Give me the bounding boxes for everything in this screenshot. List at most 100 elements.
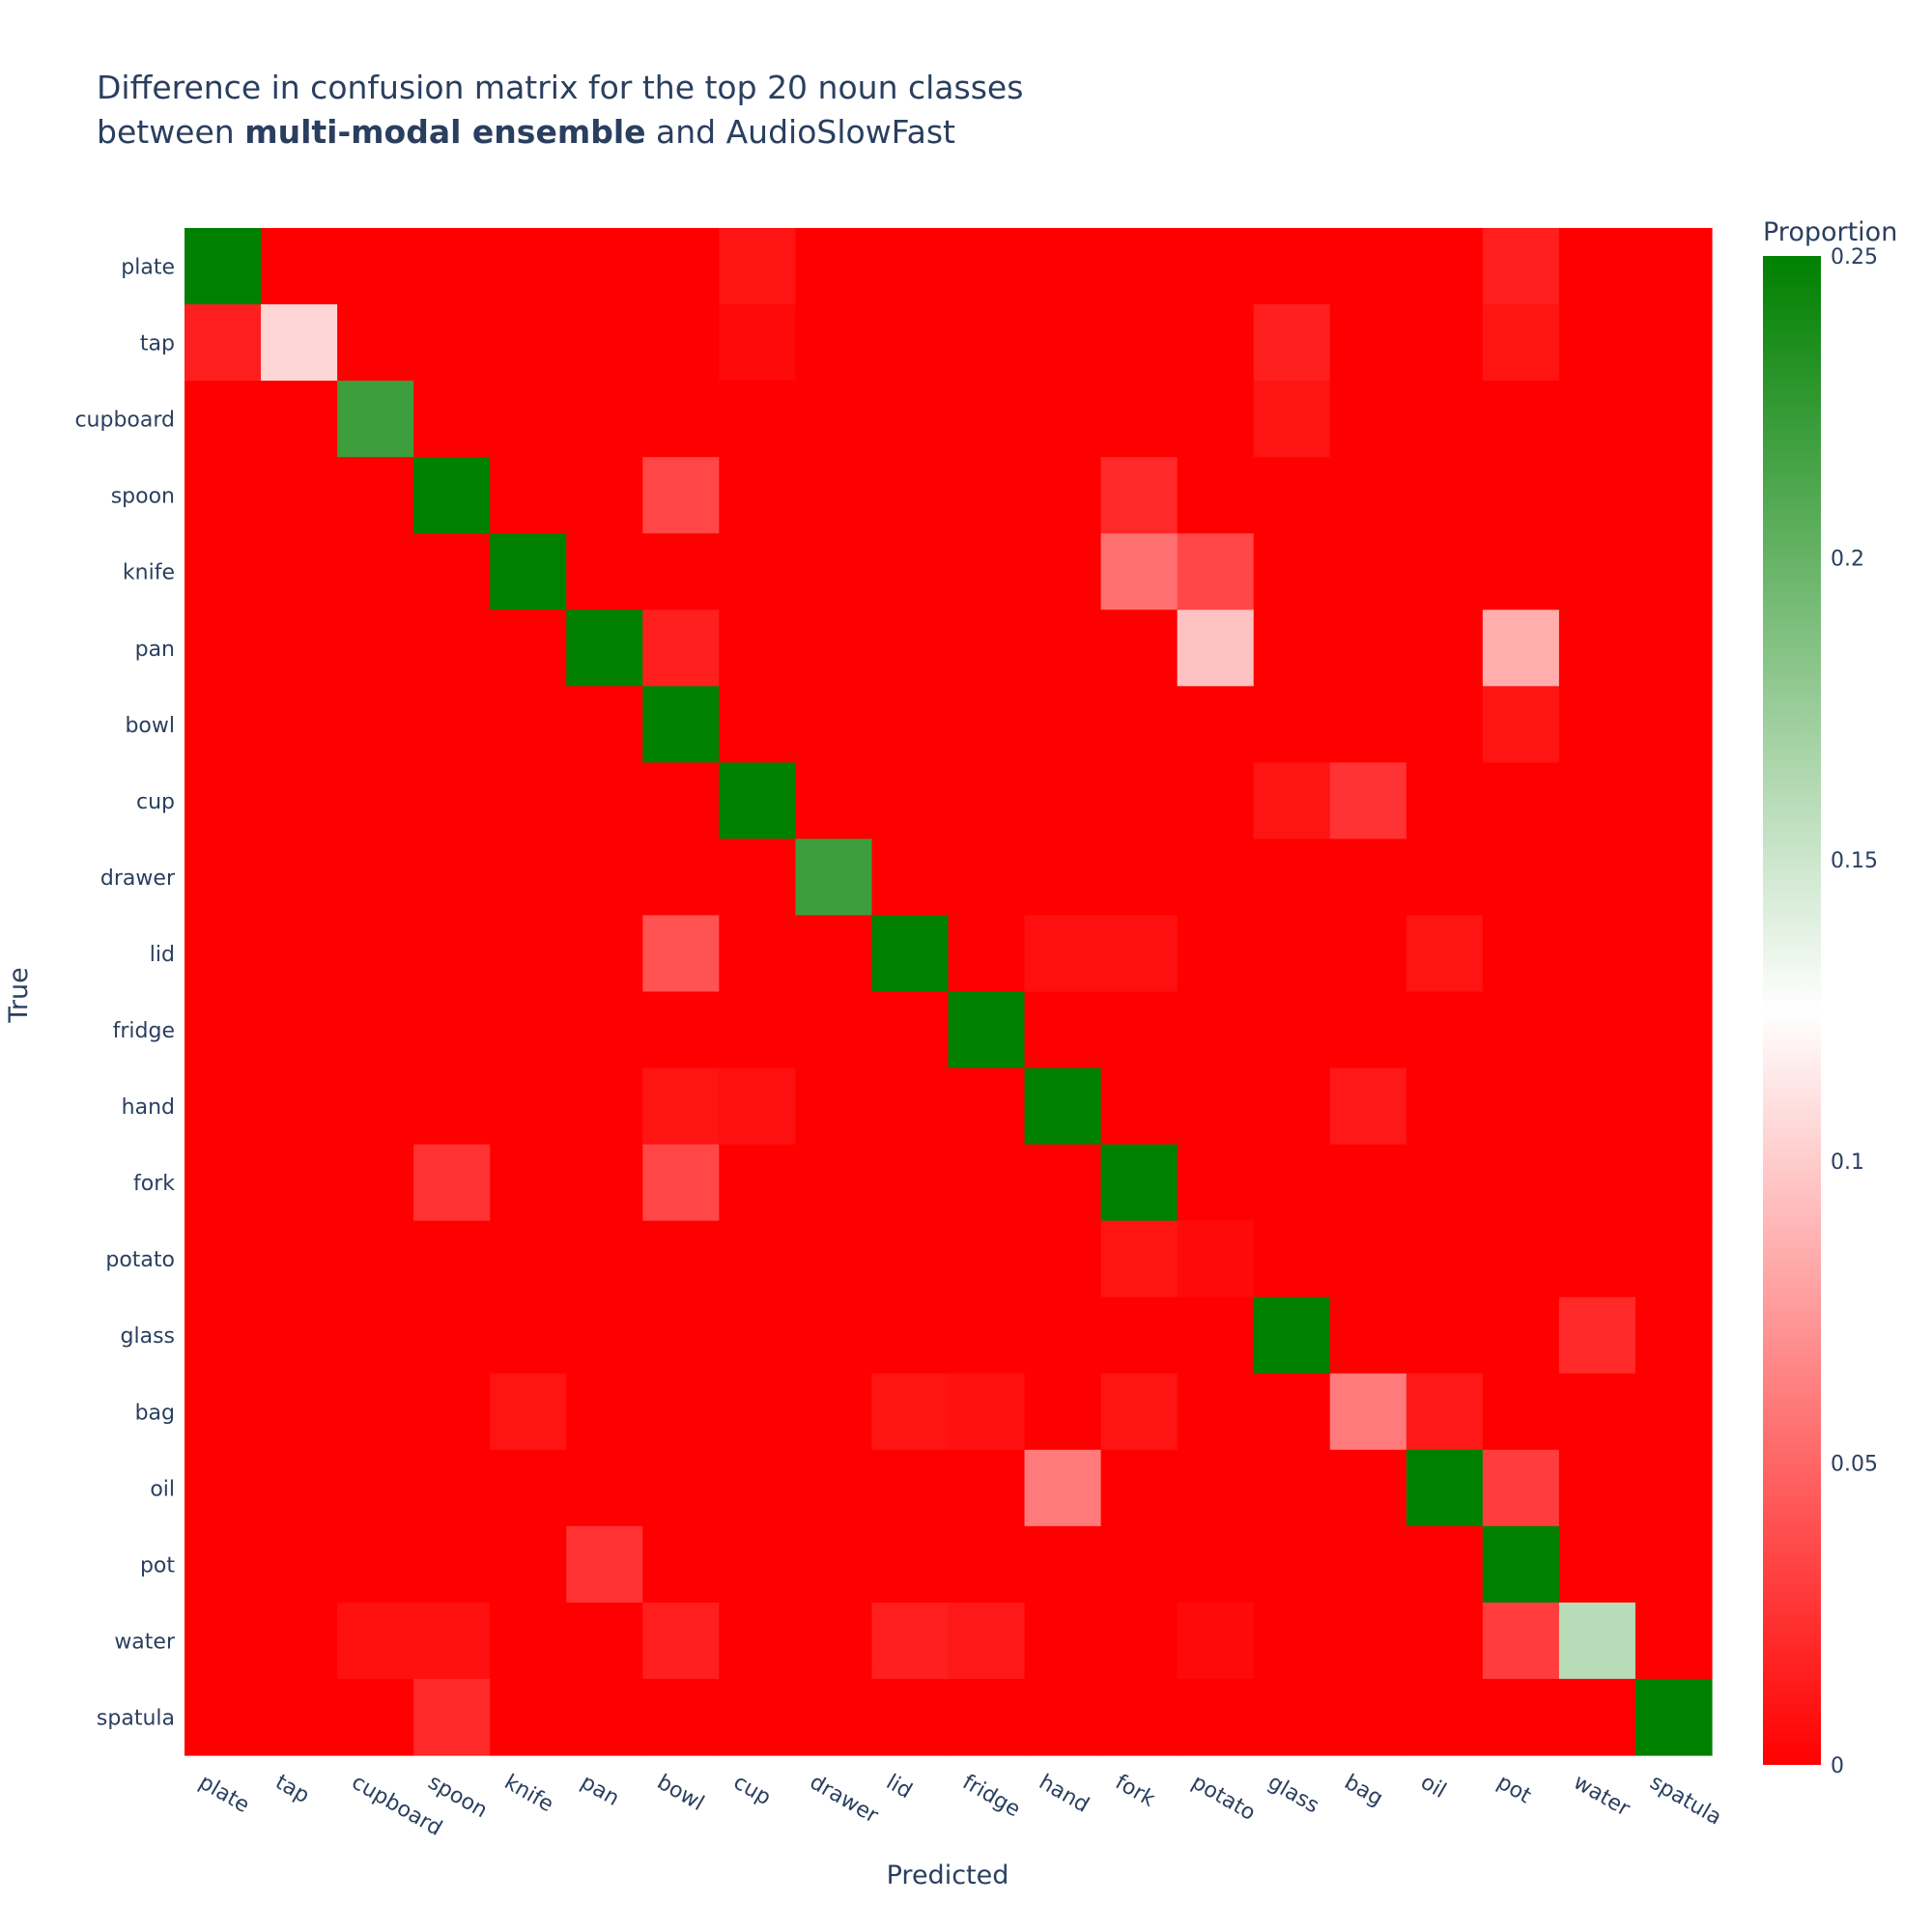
heatmap-cell-spoon-oil (1406, 457, 1484, 534)
heatmap-cell-fridge-pan (566, 991, 643, 1069)
heatmap-cell-lid-oil (1406, 915, 1484, 993)
heatmap-cell-pot-potato (1177, 1525, 1255, 1604)
heatmap-cell-drawer-glass (1253, 838, 1331, 917)
heatmap-cell-cupboard-knife (490, 381, 567, 458)
x-tick-label-bowl: bowl (653, 1771, 708, 1816)
heatmap-cell-pot-knife (490, 1525, 567, 1604)
heatmap-cell-spatula-cup (719, 1678, 796, 1756)
heatmap-cell-cupboard-lid (871, 381, 950, 458)
heatmap-cell-water-tap (261, 1602, 338, 1680)
heatmap-cell-cup-potato (1177, 762, 1255, 839)
y-tick-label-pot: pot (140, 1553, 175, 1577)
heatmap-cell-oil-water (1558, 1449, 1636, 1527)
heatmap-cell-pot-cup (719, 1525, 796, 1604)
heatmap-cell-tap-oil (1406, 304, 1484, 382)
heatmap-cell-cup-water (1558, 762, 1636, 839)
heatmap-cell-knife-cup (719, 533, 796, 611)
heatmap-cell-cupboard-plate (185, 381, 262, 458)
heatmap-cell-cup-bowl (642, 762, 720, 839)
heatmap-cell-knife-bag (1329, 533, 1407, 611)
heatmap-cell-bowl-oil (1406, 686, 1484, 763)
heatmap-cell-drawer-pan (566, 838, 643, 917)
heatmap-cell-bag-oil (1406, 1373, 1484, 1451)
heatmap-cell-spoon-cupboard (337, 457, 414, 534)
heatmap-cell-hand-bowl (642, 1067, 720, 1146)
heatmap-cell-cupboard-spoon (413, 381, 491, 458)
x-tick-label-bag: bag (1340, 1771, 1386, 1811)
heatmap-cell-bag-water (1558, 1373, 1636, 1451)
heatmap-cell-water-glass (1253, 1602, 1331, 1680)
heatmap-cell-spatula-spoon (413, 1678, 491, 1756)
heatmap-cells (185, 228, 1713, 1756)
heatmap-cell-tap-bowl (642, 304, 720, 382)
y-tick-label-oil: oil (150, 1477, 175, 1501)
heatmap-cell-tap-bag (1329, 304, 1407, 382)
heatmap-cell-fork-knife (490, 1144, 567, 1222)
heatmap-cell-spatula-drawer (795, 1678, 873, 1756)
heatmap-cell-fridge-spoon (413, 991, 491, 1069)
heatmap-cell-cupboard-water (1558, 381, 1636, 458)
heatmap-cell-bowl-lid (871, 686, 950, 763)
heatmap-cell-bowl-fork (1100, 686, 1179, 763)
heatmap-cell-potato-fork (1100, 1220, 1179, 1298)
heatmap-cell-bowl-bowl (642, 686, 720, 763)
heatmap-cell-fridge-bowl (642, 991, 720, 1069)
heatmap-cell-drawer-hand (1024, 838, 1102, 917)
heatmap-cell-water-bag (1329, 1602, 1407, 1680)
heatmap-cell-cup-fork (1100, 762, 1179, 839)
heatmap-cell-potato-plate (185, 1220, 262, 1298)
heatmap-cell-tap-tap (261, 304, 338, 382)
heatmap-cell-tap-knife (490, 304, 567, 382)
heatmap-cell-spatula-bag (1329, 1678, 1407, 1756)
heatmap-cell-pan-water (1558, 610, 1636, 687)
heatmap-cell-knife-water (1558, 533, 1636, 611)
x-tick-label-pan: pan (577, 1771, 623, 1811)
heatmap-cell-pot-hand (1024, 1525, 1102, 1604)
heatmap-cell-pot-fridge (948, 1525, 1026, 1604)
heatmap-cell-glass-pan (566, 1296, 643, 1375)
heatmap-cell-hand-bag (1329, 1067, 1407, 1146)
heatmap-cell-knife-lid (871, 533, 950, 611)
heatmap-cell-spatula-water (1558, 1678, 1636, 1756)
heatmap-cell-spoon-pan (566, 457, 643, 534)
x-tick-label-lid: lid (882, 1771, 916, 1804)
heatmap-cell-pot-plate (185, 1525, 262, 1604)
heatmap-cell-cup-cup (719, 762, 796, 839)
heatmap-cell-glass-drawer (795, 1296, 873, 1375)
x-tick-label-glass: glass (1264, 1771, 1322, 1819)
x-tick-label-tap: tap (271, 1771, 314, 1809)
heatmap-cell-cup-pan (566, 762, 643, 839)
colorbar-tick-label-5: 0.25 (1831, 245, 1878, 270)
heatmap-cell-glass-cup (719, 1296, 796, 1375)
heatmap-cell-cup-bag (1329, 762, 1407, 839)
heatmap-cell-cupboard-oil (1406, 381, 1484, 458)
heatmap-cell-cupboard-fridge (948, 381, 1026, 458)
heatmap-cell-cup-tap (261, 762, 338, 839)
heatmap-cell-potato-knife (490, 1220, 567, 1298)
colorbar-tick-labels: 0 0.05 0.1 0.15 0.2 0.25 (1831, 245, 1878, 1778)
heatmap-cell-spoon-drawer (795, 457, 873, 534)
heatmap-cell-tap-spatula (1634, 304, 1713, 382)
heatmap-cell-pan-glass (1253, 610, 1331, 687)
heatmap-cell-water-drawer (795, 1602, 873, 1680)
heatmap-cell-knife-fridge (948, 533, 1026, 611)
heatmap-cell-pan-cupboard (337, 610, 414, 687)
heatmap-cell-water-cupboard (337, 1602, 414, 1680)
y-tick-label-lid: lid (150, 943, 175, 967)
heatmap-cell-bag-pot (1482, 1373, 1560, 1451)
heatmap-cell-tap-pan (566, 304, 643, 382)
heatmap-cell-drawer-plate (185, 838, 262, 917)
heatmap-cell-water-water (1558, 1602, 1636, 1680)
heatmap-cell-plate-cupboard (337, 228, 414, 305)
heatmap-cell-potato-glass (1253, 1220, 1331, 1298)
heatmap-cell-hand-oil (1406, 1067, 1484, 1146)
heatmap-cell-water-pan (566, 1602, 643, 1680)
heatmap-cell-cup-cupboard (337, 762, 414, 839)
y-tick-label-spatula: spatula (97, 1707, 175, 1731)
heatmap-cell-oil-hand (1024, 1449, 1102, 1527)
y-tick-labels: plate tap cupboard spoon knife pan bowl cup draw… (74, 256, 175, 1731)
heatmap-cell-plate-spatula (1634, 228, 1713, 305)
heatmap-cell-oil-pan (566, 1449, 643, 1527)
heatmap-cell-knife-fork (1100, 533, 1179, 611)
